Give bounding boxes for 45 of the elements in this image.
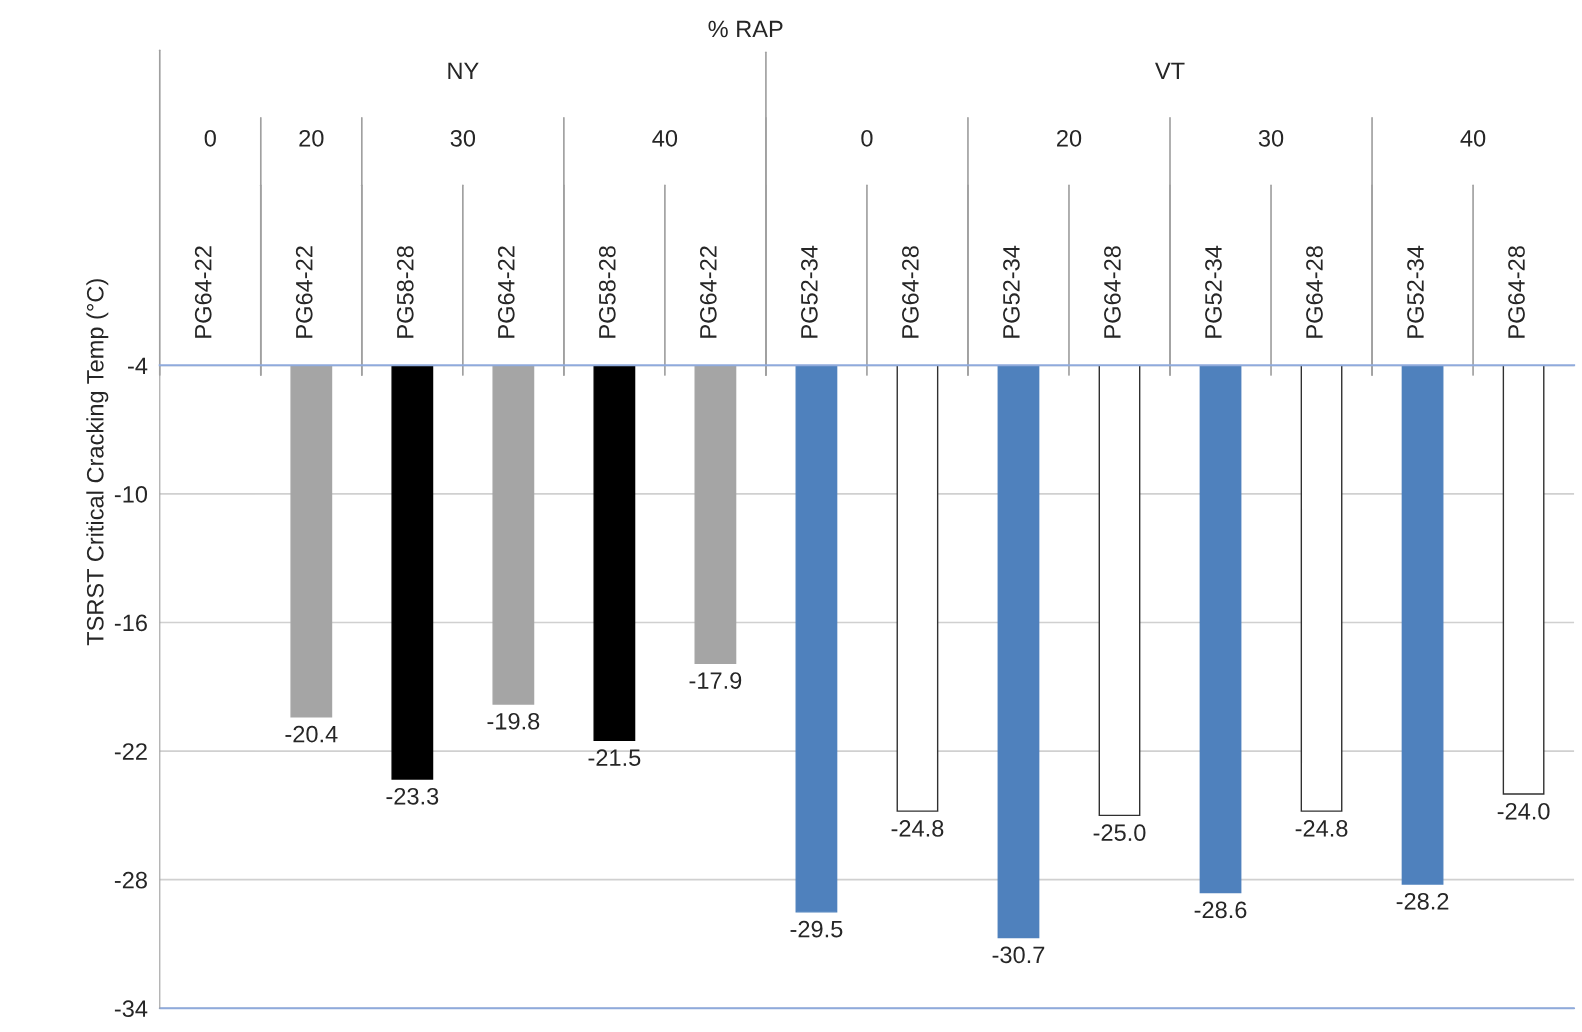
- x-tick-label: PG64-28: [902, 246, 919, 338]
- x-tick-label: PG64-28: [1508, 246, 1525, 338]
- data-label: -29.5: [790, 920, 843, 938]
- x-tick-label: PG52-34: [800, 245, 818, 338]
- text: 30: [450, 129, 476, 147]
- x-tick-label: PG64-22: [295, 246, 313, 338]
- text: 30: [1258, 129, 1284, 147]
- x-tick-label: PG52-34: [1003, 245, 1020, 338]
- data-label: -17.9: [689, 672, 742, 689]
- x-tick-label: PG52-34: [1205, 245, 1222, 338]
- y-tick-label: -28: [114, 871, 147, 889]
- data-label: -20.4: [285, 725, 338, 743]
- data-label: -19.8: [487, 712, 540, 730]
- x-tick-label: PG64-28: [1104, 246, 1121, 338]
- text: 40: [1460, 129, 1486, 147]
- text: 40: [652, 129, 678, 147]
- data-label: -24.8: [891, 820, 944, 837]
- data-label: -28.6: [1194, 901, 1247, 919]
- text: NY: [448, 62, 479, 79]
- data-label: -21.5: [588, 749, 641, 767]
- text: VT: [1155, 62, 1185, 79]
- data-label: -24.0: [1497, 802, 1550, 820]
- text: 20: [299, 129, 324, 147]
- y-tick-label: -10: [114, 485, 148, 503]
- x-tick-label: PG52-34: [1407, 245, 1424, 338]
- x-tick-label: PG58-28: [396, 246, 414, 338]
- data-label: -25.0: [1093, 824, 1146, 842]
- x-tick-label: PG64-22: [699, 246, 717, 338]
- data-label: -24.8: [1295, 820, 1348, 837]
- y-tick-label: -34: [114, 1000, 148, 1018]
- y-tick-label: -4: [128, 357, 148, 374]
- x-tick-label: PG64-22: [194, 246, 212, 338]
- y-tick-label: -16: [114, 614, 147, 632]
- y-axis-title: TSRST Critical Cracking Temp (°C): [86, 279, 109, 646]
- x-tick-label: PG58-28: [598, 246, 616, 338]
- text: 0: [861, 129, 873, 147]
- data-label: -23.3: [386, 787, 439, 805]
- x-tick-label: PG64-28: [1306, 246, 1323, 338]
- data-label: -28.2: [1396, 892, 1449, 910]
- text: 20: [1057, 129, 1082, 147]
- chart-title: % RAP: [708, 20, 783, 38]
- x-tick-label: PG64-22: [497, 246, 515, 338]
- text: 0: [204, 129, 216, 147]
- data-label: -30.7: [992, 946, 1045, 964]
- y-tick-label: -22: [114, 743, 147, 760]
